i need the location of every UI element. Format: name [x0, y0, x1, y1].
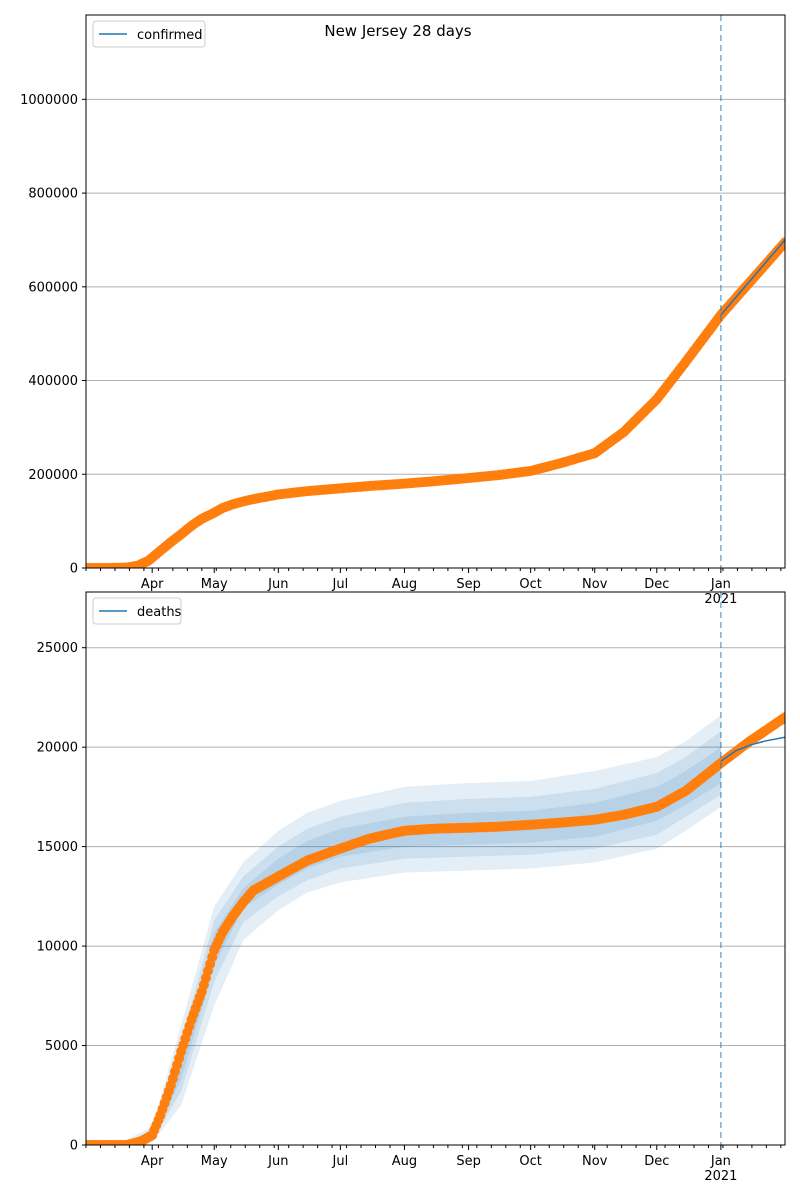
- x-tick-label: Sep: [456, 577, 481, 592]
- y-tick-label: 5000: [45, 1039, 78, 1054]
- legend-box: [92, 20, 206, 48]
- legend-label: deaths: [137, 605, 182, 620]
- x-tick-label: Jan 2021: [704, 577, 737, 607]
- confirmed-panel: 0 200000 400000 600000 800000 1000000 Apr May Ju…: [20, 14, 786, 607]
- y-tick-label: 800000: [28, 187, 78, 202]
- y-tick-label: 10000: [37, 940, 78, 955]
- data-point: [780, 712, 785, 723]
- plot-area: [86, 712, 785, 1145]
- x-tick-label: Apr: [141, 1154, 164, 1169]
- y-tick-label: 0: [70, 1139, 78, 1154]
- x-tick-label: Aug: [392, 577, 417, 592]
- x-tick-label: Nov: [582, 1154, 608, 1169]
- confidence-band: [127, 731, 721, 1145]
- y-tick-label: 15000: [37, 840, 78, 855]
- series-line: [720, 736, 785, 762]
- legend: deaths: [92, 597, 182, 625]
- legend: confirmed: [92, 20, 206, 48]
- x-tick-label: Jul: [332, 577, 349, 592]
- y-tick-label: 20000: [37, 741, 78, 756]
- x-tick-label: Jun: [267, 577, 288, 592]
- x-tick-label: Jul: [332, 1154, 349, 1169]
- x-tick-label: Sep: [456, 1154, 481, 1169]
- deaths-panel: 0 5000 10000 15000 20000 25000 Apr May Jun Jul Aug…: [37, 591, 786, 1184]
- x-tick-label: Oct: [519, 1154, 541, 1169]
- x-tick-label: Nov: [582, 577, 608, 592]
- x-tick-label: Oct: [519, 577, 541, 592]
- y-tick-label: 25000: [37, 641, 78, 656]
- x-tick-label: Aug: [392, 1154, 417, 1169]
- y-tick-label: 0: [70, 562, 78, 577]
- x-tick-label: Apr: [141, 577, 164, 592]
- x-tick-label: Jan 2021: [704, 1154, 737, 1184]
- plot-area: [86, 237, 785, 568]
- x-tick-label: Dec: [644, 1154, 669, 1169]
- y-tick-label: 600000: [28, 280, 78, 295]
- axes-frame: [85, 591, 786, 1146]
- y-tick-label: 1000000: [20, 93, 78, 108]
- x-tick-label: Jun: [267, 1154, 288, 1169]
- series-line: [720, 239, 785, 316]
- y-tick-label: 200000: [28, 468, 78, 483]
- x-tick-label: May: [201, 1154, 228, 1169]
- chart-title: New Jersey 28 days: [324, 22, 471, 40]
- legend-box: [92, 597, 182, 625]
- y-tick-label: 400000: [28, 374, 78, 389]
- x-tick-label: Dec: [644, 577, 669, 592]
- x-tick-label: May: [201, 577, 228, 592]
- legend-label: confirmed: [137, 28, 203, 43]
- axes-frame: [85, 14, 786, 569]
